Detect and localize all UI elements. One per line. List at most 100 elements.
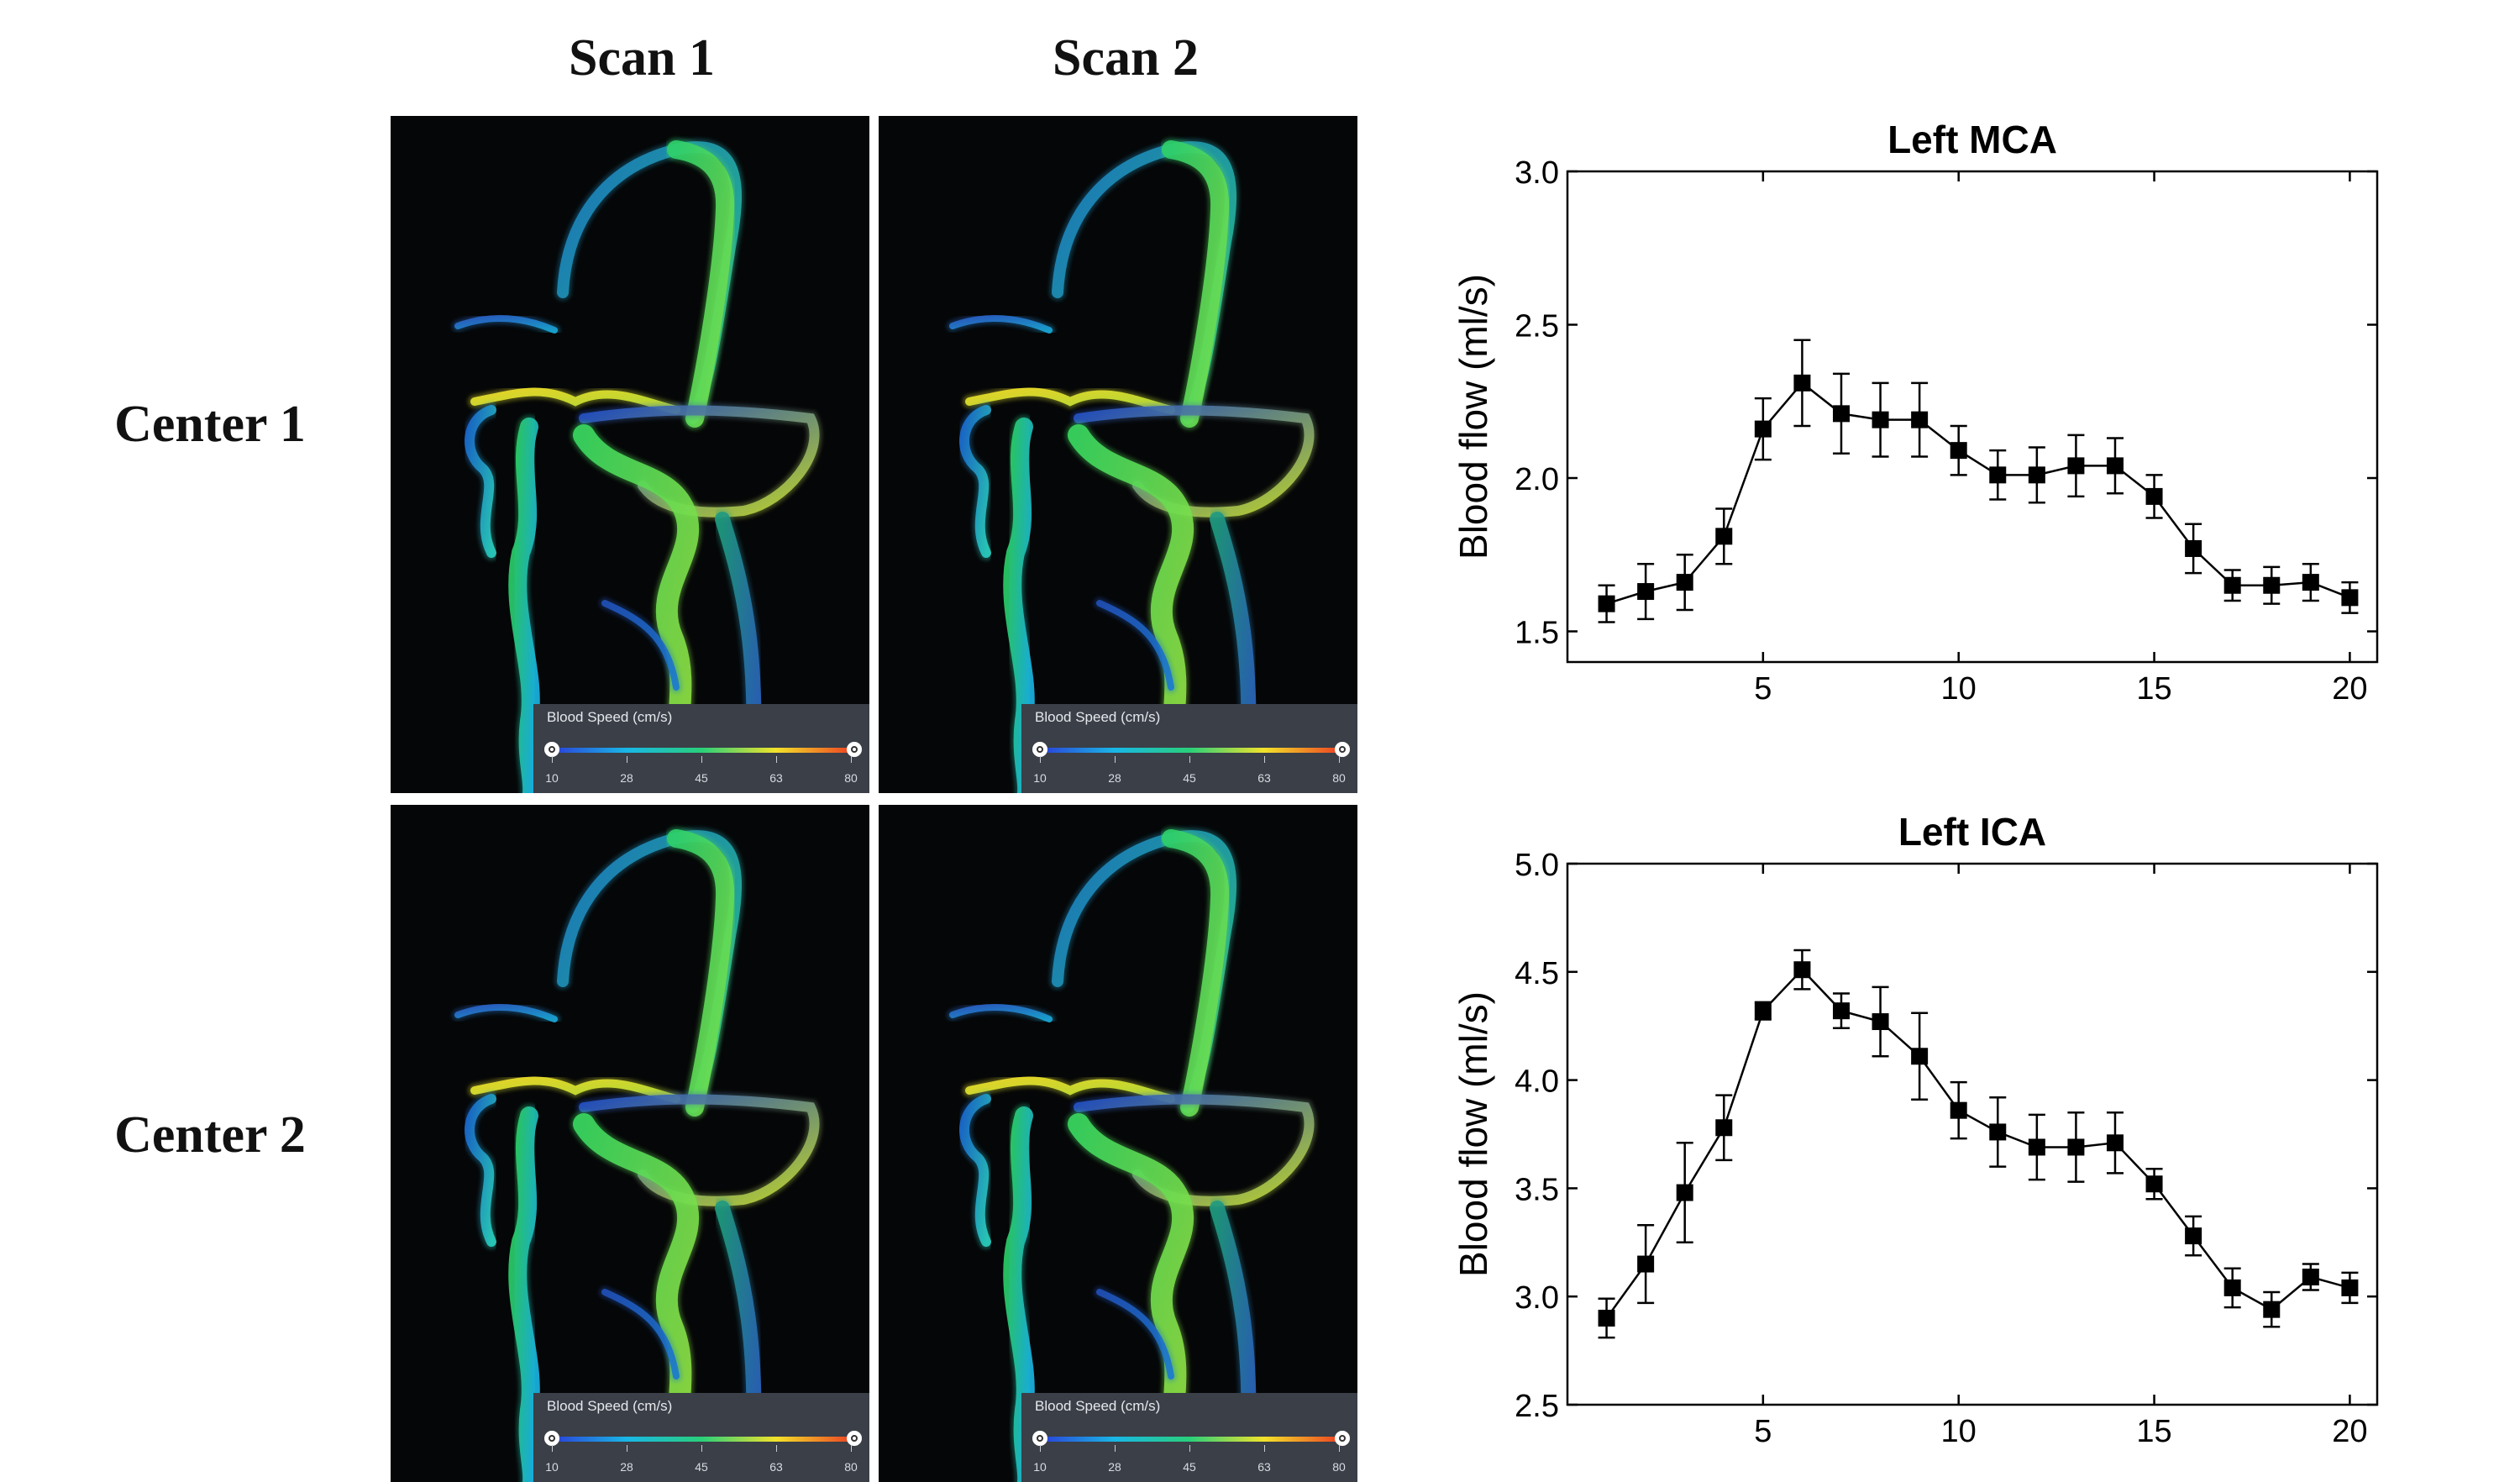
- colorbar-gradient: [552, 748, 851, 753]
- angio-panel-center1-scan1: Blood Speed (cm/s) 10 28 45 63 80: [391, 116, 869, 793]
- colorbar-tick: [1264, 1445, 1265, 1452]
- data-point: [2067, 457, 2085, 475]
- colorbar-tick-label: 63: [1257, 1460, 1271, 1474]
- data-point: [2302, 574, 2319, 591]
- data-point: [1793, 374, 1811, 392]
- y-tick-label: 2.5: [1515, 309, 1559, 344]
- colorbar-tick: [1115, 756, 1116, 763]
- colorbar-tick: [1115, 1445, 1116, 1452]
- x-tick-label: 15: [2136, 671, 2171, 707]
- column-header-scan-1: Scan 1: [569, 29, 715, 87]
- y-tick-label: 4.5: [1515, 956, 1559, 991]
- colorbar-max-handle[interactable]: [1335, 1431, 1350, 1446]
- angio-panel-center2-scan2: Blood Speed (cm/s) 10 28 45 63 80: [879, 805, 1357, 1482]
- colorbar-tick-label: 80: [1332, 771, 1346, 785]
- y-tick-label: 3.5: [1515, 1172, 1559, 1207]
- colorbar-legend: Blood Speed (cm/s) 10 28 45 63 80: [1021, 1393, 1357, 1482]
- y-axis-label: Blood flow (ml/s): [1452, 991, 1495, 1277]
- colorbar-max-handle[interactable]: [1335, 742, 1350, 757]
- row-header-center-2: Center 2: [114, 1106, 306, 1164]
- chart-left-ica: Left ICA 2.5 3.0 3.5 4.0 4.5 5.0 5 10 15 20 Blood f…: [1452, 810, 2379, 1449]
- vessel-segment: [601, 600, 680, 691]
- data-point: [2263, 1301, 2281, 1318]
- colorbar-tick-label: 45: [1183, 771, 1196, 785]
- colorbar-legend: Blood Speed (cm/s) 10 28 45 63 80: [533, 1393, 869, 1482]
- data-point: [2341, 1279, 2359, 1296]
- angio-panel-center2-scan1: Blood Speed (cm/s) 10 28 45 63 80: [391, 805, 869, 1482]
- colorbar-tick-label: 80: [844, 771, 858, 785]
- colorbar-min-handle[interactable]: [544, 1431, 559, 1446]
- angio-panel-center1-scan2: Blood Speed (cm/s) 10 28 45 63 80: [879, 116, 1357, 793]
- colorbar-tick: [776, 756, 777, 763]
- y-tick-label: 3.0: [1515, 1280, 1559, 1316]
- plot-frame: [1566, 862, 2379, 1406]
- colorbar-legend: Blood Speed (cm/s) 10 28 45 63 80: [1021, 704, 1357, 793]
- vessel-segment: [470, 1076, 680, 1103]
- colorbar-min-handle[interactable]: [1032, 742, 1047, 757]
- colorbar-gradient: [552, 1437, 851, 1442]
- vessel-segment: [508, 418, 542, 793]
- colorbar-tick-label: 63: [1257, 771, 1271, 785]
- colorbar-min-handle[interactable]: [1032, 1431, 1047, 1446]
- colorbar-title: Blood Speed (cm/s): [547, 1398, 673, 1414]
- data-point: [1676, 1184, 1693, 1201]
- vessel-segment: [465, 1094, 496, 1247]
- colorbar-tick: [1339, 756, 1340, 763]
- data-point: [1872, 411, 1889, 428]
- colorbar-tick-label: 28: [1108, 1460, 1121, 1474]
- colorbar-tick-label: 80: [1332, 1460, 1346, 1474]
- chart-title: Left ICA: [1898, 810, 2046, 854]
- x-tick-label: 10: [1941, 1414, 1977, 1449]
- colorbar-tick-label: 63: [769, 1460, 783, 1474]
- colorbar-tick-label: 10: [545, 1460, 559, 1474]
- plot-frame: [1566, 170, 2379, 664]
- data-point: [1911, 1048, 1929, 1065]
- colorbar-tick-label: 45: [695, 1460, 708, 1474]
- data-point: [2106, 1134, 2124, 1152]
- colorbar-tick: [1040, 756, 1041, 763]
- colorbar-tick: [1264, 756, 1265, 763]
- vessel-segment: [1096, 600, 1174, 691]
- y-tick-label: 3.0: [1515, 155, 1559, 191]
- x-tick-label: 5: [1754, 671, 1772, 707]
- vessel-image: [947, 827, 1317, 1482]
- colorbar-tick: [701, 1445, 702, 1452]
- data-point: [1676, 574, 1693, 591]
- data-point: [1950, 1101, 1967, 1119]
- data-point: [2223, 1279, 2241, 1296]
- vessel-segment: [965, 387, 1175, 414]
- colorbar-tick-label: 80: [844, 1460, 858, 1474]
- colorbar-tick: [1339, 1445, 1340, 1452]
- vessel-segment: [959, 405, 991, 558]
- data-point: [2028, 466, 2045, 484]
- colorbar-tick-label: 45: [1183, 1460, 1196, 1474]
- colorbar-title: Blood Speed (cm/s): [1035, 1398, 1161, 1414]
- y-tick-label: 1.5: [1515, 616, 1559, 651]
- colorbar-tick-label: 10: [545, 771, 559, 785]
- data-point: [1715, 528, 1733, 545]
- data-point: [2223, 576, 2241, 594]
- colorbar-min-handle[interactable]: [544, 742, 559, 757]
- data-point: [1637, 583, 1655, 601]
- row-header-center-1: Center 1: [114, 396, 306, 453]
- vessel-segment: [1096, 1289, 1174, 1380]
- colorbar-tick: [552, 756, 553, 763]
- data-point: [1989, 466, 2007, 484]
- colorbar-tick-label: 63: [769, 771, 783, 785]
- vessel-segment: [1162, 829, 1230, 1117]
- data-point: [1598, 1309, 1615, 1327]
- colorbar-tick: [1040, 1445, 1041, 1452]
- colorbar-max-handle[interactable]: [847, 1431, 862, 1446]
- data-point: [1754, 1002, 1772, 1020]
- x-tick-label: 15: [2136, 1414, 2171, 1449]
- data-point: [2067, 1138, 2085, 1156]
- colorbar-max-handle[interactable]: [847, 742, 862, 757]
- data-point: [1950, 442, 1967, 460]
- vessel-segment: [470, 387, 680, 414]
- colorbar-tick: [851, 1445, 852, 1452]
- vessel-image: [452, 827, 822, 1482]
- data-point: [2302, 1269, 2319, 1286]
- vessel-segment: [465, 405, 496, 558]
- colorbar-title: Blood Speed (cm/s): [1035, 709, 1161, 725]
- data-point: [1832, 405, 1850, 423]
